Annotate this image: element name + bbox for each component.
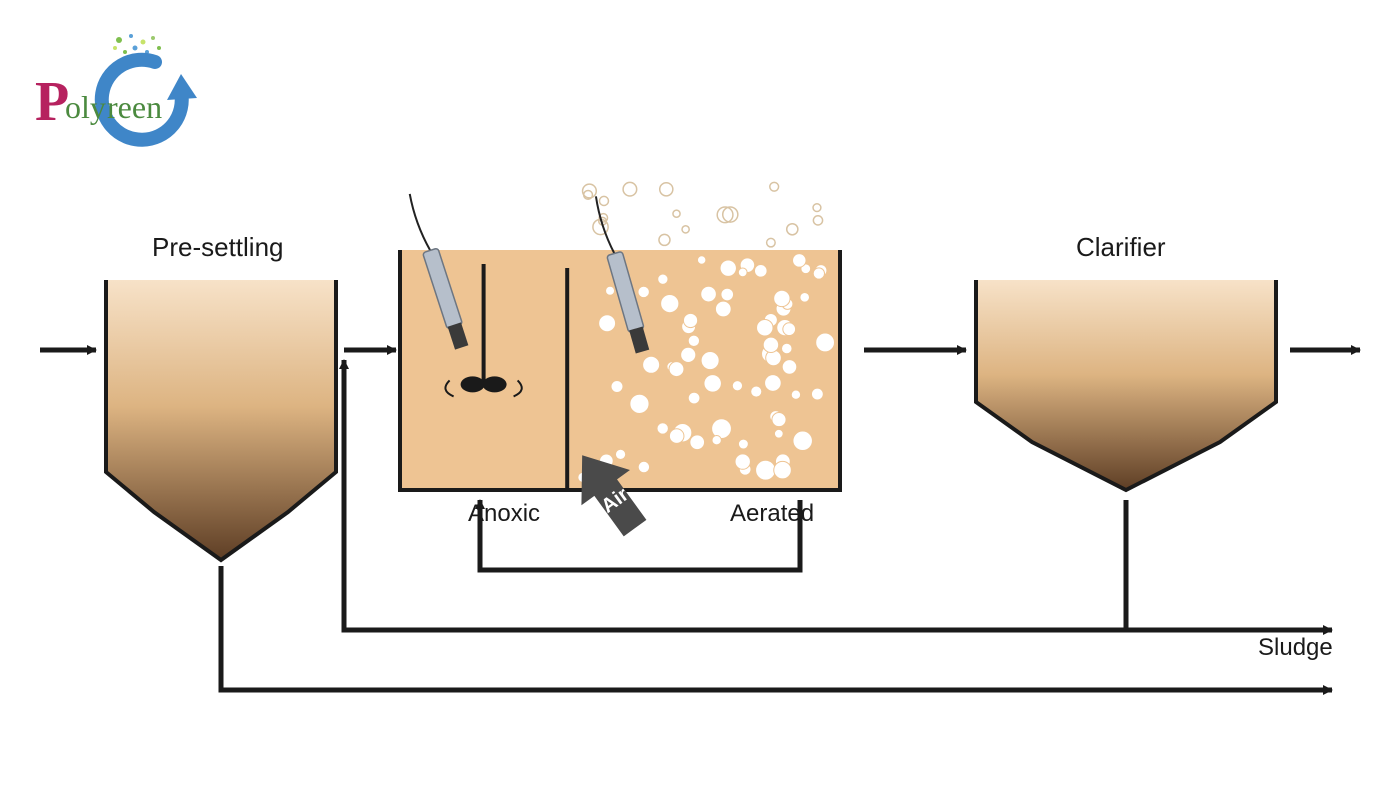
label-aerated: Aerated xyxy=(730,500,814,528)
label-pre-settling: Pre-settling xyxy=(152,232,284,263)
diagram-stage: P oly reen Air Pre-settling Clarifier An… xyxy=(0,0,1400,800)
label-sludge: Sludge xyxy=(1258,634,1333,662)
label-anoxic: Anoxic xyxy=(468,500,540,528)
clarifier-tank xyxy=(976,280,1276,490)
reactor-tank: Air xyxy=(400,182,840,545)
pre-settling-tank xyxy=(106,280,336,560)
label-clarifier: Clarifier xyxy=(1076,232,1166,263)
process-diagram: Air xyxy=(0,0,1400,800)
